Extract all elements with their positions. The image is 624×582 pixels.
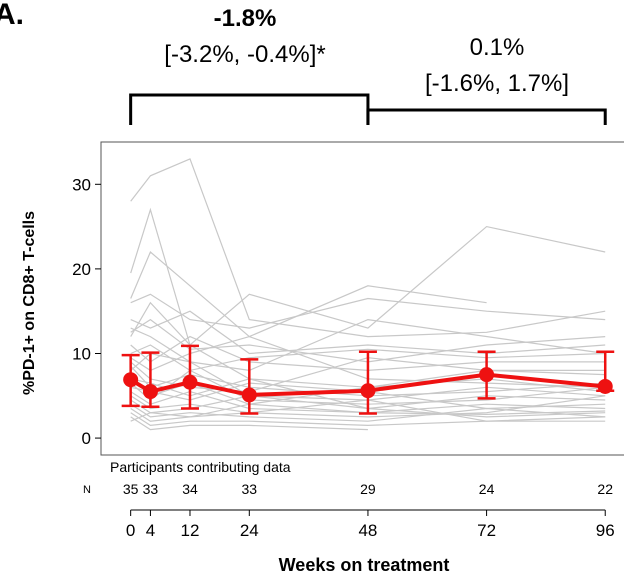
x-tick-label: 4 (146, 521, 155, 540)
individual-line (130, 310, 606, 355)
individual-line (130, 416, 368, 431)
individual-line (130, 403, 606, 422)
individual-line (130, 412, 606, 427)
mean-point (123, 372, 139, 388)
mean-point (597, 378, 613, 394)
x-tick-label: 24 (240, 521, 259, 540)
individual-line (130, 318, 606, 363)
y-axis: 0 10 20 30 (72, 175, 101, 448)
right-ci: [-1.6%, 1.7%] (425, 70, 569, 97)
mean-point (142, 384, 158, 400)
plot-frame (100, 141, 624, 456)
right-estimate: 0.1% (470, 34, 525, 61)
y-axis-label: %PD-1+ on CD8+ T-cells (21, 211, 38, 395)
mean-point (241, 387, 257, 403)
n-count: 29 (360, 481, 376, 497)
x-tick-label: 96 (596, 521, 615, 540)
x-axis-label: Weeks on treatment (279, 555, 450, 575)
mean-point (360, 383, 376, 399)
individual-line (130, 251, 487, 338)
left-ci: [-3.2%, -0.4%]* (164, 41, 325, 68)
mean-point (479, 367, 495, 383)
x-tick-label: 48 (358, 521, 377, 540)
y-tick-label: 0 (82, 429, 91, 448)
n-row-label: N (83, 484, 91, 496)
y-tick-label: 30 (72, 175, 91, 194)
y-tick-label: 20 (72, 260, 91, 279)
n-count: 33 (242, 481, 258, 497)
y-tick-label: 10 (72, 344, 91, 363)
n-count: 35 (123, 481, 139, 497)
panel-label: A. (0, 0, 24, 31)
n-count: 24 (479, 481, 495, 497)
x-tick-label: 0 (126, 521, 135, 540)
bracket-right (366, 108, 607, 125)
left-estimate: -1.8% (214, 5, 277, 32)
summary-series (121, 344, 615, 415)
bracket-left (129, 93, 370, 125)
mean-point (182, 374, 198, 390)
individual-line (130, 318, 606, 372)
n-count: 22 (597, 481, 613, 497)
n-counts: 35 33 34 33 29 24 22 (123, 481, 613, 497)
individual-line (130, 207, 606, 347)
individual-line (130, 293, 606, 329)
x-axis: 0 4 12 24 48 72 96 (126, 509, 615, 540)
n-count: 33 (143, 481, 159, 497)
n-count: 34 (182, 481, 198, 497)
individual-line (130, 158, 606, 338)
x-tick-label: 72 (477, 521, 496, 540)
x-tick-label: 12 (181, 521, 200, 540)
n-table-title: Participants contributing data (110, 459, 291, 475)
